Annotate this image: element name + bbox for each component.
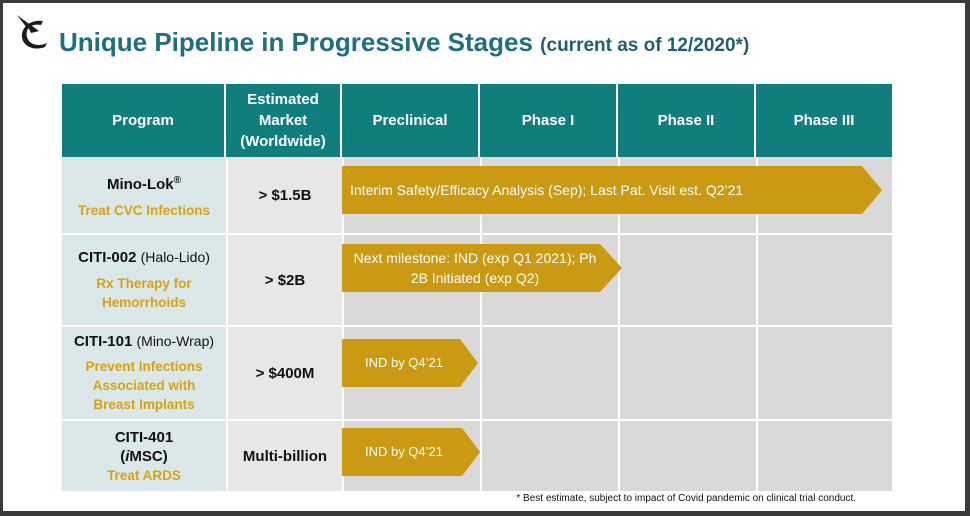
progress-arrow <box>342 244 622 292</box>
page-title-main: Unique Pipeline in Progressive Stages <box>59 27 533 57</box>
table-row-program: CITI-002 (Halo-Lido) Rx Therapy for Hemo… <box>62 235 226 327</box>
table-row-program: CITI-101 (Mino-Wrap) Prevent Infections … <box>62 327 226 421</box>
program-indication: Treat CVC Infections <box>77 202 211 218</box>
stage-cell <box>480 421 618 491</box>
program-name: Mino-Lok® <box>106 174 182 193</box>
header-preclinical: Preclinical <box>342 84 480 157</box>
progress-arrow <box>342 339 478 387</box>
stage-cell <box>756 235 892 327</box>
stage-cell <box>618 327 756 421</box>
header-program: Program <box>62 84 226 157</box>
milestone-text: IND by Q4’21 <box>364 355 444 370</box>
market-value: Multi-billion <box>226 421 342 491</box>
milestone-text: Interim Safety/Efficacy Analysis (Sep); … <box>350 182 744 198</box>
market-value: > $1.5B <box>226 157 342 235</box>
program-indication: Rx Therapy for Hemorrhoids <box>96 276 192 310</box>
program-name: CITI-101 (Mino-Wrap) <box>73 333 215 350</box>
stage-cell <box>480 327 618 421</box>
market-value: > $2B <box>226 235 342 327</box>
page-title: Unique Pipeline in Progressive Stages (c… <box>59 27 749 58</box>
program-name: CITI-401 <box>114 428 174 446</box>
header-market: Estimated Market (Worldwide) <box>226 84 342 157</box>
header-phase-1: Phase I <box>480 84 618 157</box>
table-row-program: Mino-Lok® Treat CVC Infections <box>62 157 226 235</box>
milestone-text: Next milestone: IND (exp Q1 2021); Ph 2B… <box>353 250 597 286</box>
table-row-program: CITI-401 (iMSC) Treat ARDS <box>62 421 226 491</box>
header-phase-2: Phase II <box>618 84 756 157</box>
market-value: > $400M <box>226 327 342 421</box>
company-logo-icon <box>17 15 47 49</box>
slide: Unique Pipeline in Progressive Stages (c… <box>3 3 965 511</box>
page-title-note: (current as of 12/2020*) <box>540 35 750 56</box>
progress-arrow <box>342 428 480 476</box>
program-name: CITI-002 (Halo-Lido) <box>78 249 210 266</box>
stage-cell <box>618 421 756 491</box>
program-indication: Prevent Infections Associated with Breas… <box>85 359 203 412</box>
stage-cell <box>756 327 892 421</box>
stage-cell <box>756 421 892 491</box>
milestone-text: IND by Q4’21 <box>364 444 444 459</box>
footnote: * Best estimate, subject to impact of Co… <box>516 493 856 504</box>
pipeline-table: Program Estimated Market (Worldwide) Pre… <box>62 84 892 491</box>
header-phase-3: Phase III <box>756 84 892 157</box>
stage-cell <box>618 235 756 327</box>
progress-arrow <box>342 166 882 214</box>
program-name-line2: (iMSC) <box>120 447 168 465</box>
program-indication: Treat ARDS <box>107 467 181 483</box>
